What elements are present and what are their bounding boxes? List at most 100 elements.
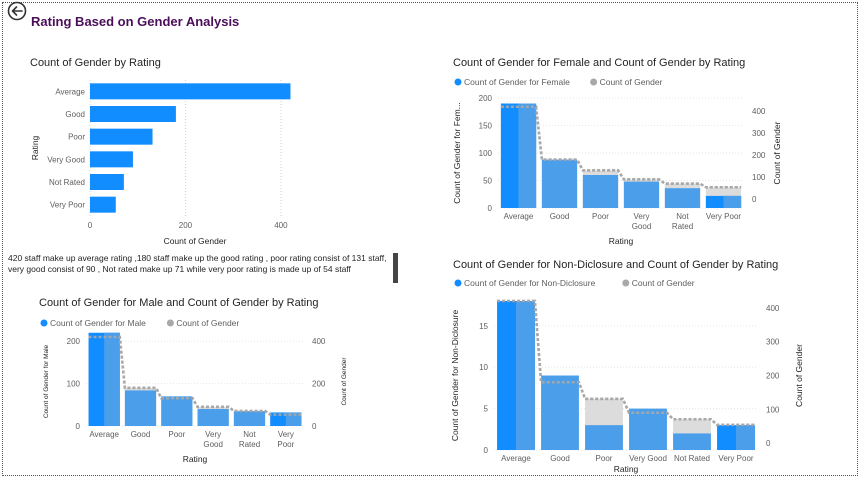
- bar-shade: [723, 195, 742, 208]
- back-arrow-icon[interactable]: [7, 1, 27, 21]
- x-axis-label: Rating: [609, 236, 634, 246]
- summary-text: 420 staff make up average rating ,180 st…: [8, 253, 387, 274]
- x-tick-label: Average: [501, 454, 531, 463]
- y2-tick-label: 0: [312, 422, 317, 431]
- y-tick-label: Good: [65, 110, 85, 119]
- x-tick-label: Very: [278, 430, 294, 439]
- y-tick-label: 150: [479, 122, 493, 131]
- y2-tick-label: 100: [752, 173, 766, 182]
- x-tick-label: Not: [243, 430, 256, 439]
- bar-poor: [582, 175, 619, 208]
- legend-marker: [454, 279, 462, 287]
- legend-entry: Count of Gender for Non-Diclosure: [464, 278, 596, 288]
- bar-shade: [516, 301, 535, 450]
- y2-tick-label: 300: [766, 338, 780, 347]
- chart-gender-by-rating[interactable]: Count of Gender by Rating 0 200 400 Average G…: [22, 52, 312, 252]
- x-tick-label: Very: [205, 430, 221, 439]
- series-line-overlay: [497, 299, 755, 427]
- y2-axis-label: Count of Gender: [794, 344, 804, 407]
- y2-axis-label: Count of Gender: [341, 357, 348, 406]
- bar-very-good: [623, 181, 660, 208]
- bar-very-good: [197, 409, 229, 426]
- x-tick-label: Very Good: [629, 454, 667, 463]
- y-axis-label: Count of Gender for Male: [43, 344, 50, 418]
- legend-marker: [622, 279, 630, 287]
- x-tick-label: Average: [89, 430, 119, 439]
- legend-entry: Count of Gender: [632, 278, 695, 288]
- y-tick-label: Very Good: [47, 155, 85, 164]
- y-tick-label: 15: [479, 322, 488, 331]
- bar-good: [541, 159, 578, 208]
- x-tick-label: Poor: [592, 212, 609, 221]
- bar-not-rated: [673, 433, 711, 450]
- x-axis-label: Rating: [183, 454, 208, 464]
- y-axis-label: Count of Gender for Fem...: [452, 102, 462, 204]
- x-tick-label: Poor: [168, 430, 185, 439]
- chart-male-by-rating[interactable]: Count of Gender for Male and Count of Ge…: [36, 292, 366, 467]
- y2-tick-label: 200: [312, 380, 326, 389]
- x-tick-label: Very: [633, 212, 649, 221]
- legend-entry: Count of Gender for Female: [464, 77, 570, 87]
- x-axis-label: Count of Gender: [164, 236, 227, 246]
- bar-shade: [736, 425, 755, 450]
- legend-marker: [454, 78, 462, 86]
- x-tick-label: 200: [179, 221, 193, 230]
- bar-shade: [518, 103, 537, 208]
- x-tick-label: Poor: [596, 454, 613, 463]
- bar-very-good: [629, 408, 667, 450]
- bar-poor: [585, 425, 623, 450]
- y2-tick-label: 300: [752, 129, 766, 138]
- bar-average: [90, 83, 291, 100]
- y-tick-label: 100: [479, 149, 493, 158]
- y-axis-label: Count of Gender for Non-Diclosure: [450, 310, 460, 442]
- y-tick-label: 50: [483, 177, 492, 186]
- bar-not-rated: [664, 188, 701, 208]
- y2-tick-label: 200: [752, 151, 766, 160]
- x-tick-label: Not Rated: [674, 454, 710, 463]
- legend-marker: [590, 78, 598, 86]
- bar-very-poor: [90, 196, 116, 213]
- bar-poor: [90, 128, 153, 145]
- y2-tick-label: 100: [766, 405, 780, 414]
- x-tick-label: Good: [131, 430, 151, 439]
- x-tick-label: Good: [550, 454, 570, 463]
- x-tick-label: Very Poor: [718, 454, 753, 463]
- legend-entry: Count of Gender for Male: [50, 318, 146, 328]
- bar-not-rated: [90, 174, 124, 190]
- x-tick-label: Rated: [672, 222, 693, 231]
- chart-title: Count of Gender for Male and Count of Ge…: [39, 297, 318, 309]
- x-tick-label: Good: [550, 212, 570, 221]
- y2-tick-label: 0: [752, 195, 757, 204]
- x-tick-label: 0: [88, 221, 93, 230]
- y-tick-label: Very Poor: [50, 201, 85, 210]
- y2-tick-label: 0: [766, 439, 771, 448]
- y-tick-label: 10: [479, 363, 488, 372]
- y-axis-label: Rating: [30, 135, 40, 160]
- series-line-overlay: [500, 105, 742, 189]
- bar-good: [124, 390, 157, 426]
- chart-female-by-rating[interactable]: Count of Gender for Female and Count of …: [450, 52, 800, 252]
- bar-shade: [104, 332, 120, 426]
- legend-entry: Count of Gender: [176, 318, 239, 328]
- bar-very-good: [90, 151, 133, 168]
- y-tick-label: 200: [479, 94, 493, 103]
- legend-marker: [166, 319, 174, 327]
- y-tick-label: 0: [484, 446, 489, 455]
- y-tick-label: Poor: [68, 133, 85, 142]
- x-tick-label: Good: [632, 222, 652, 231]
- chart-nondisclosure-by-rating[interactable]: Count of Gender for Non-Diclosure and Co…: [450, 254, 804, 479]
- x-tick-label: Poor: [277, 440, 294, 449]
- bar-good: [90, 106, 176, 122]
- x-tick-label: 400: [274, 221, 288, 230]
- y-tick-label: 0: [488, 204, 493, 213]
- x-tick-label: Good: [203, 440, 223, 449]
- y-tick-label: 5: [484, 405, 489, 414]
- y-tick-label: 0: [76, 422, 81, 431]
- x-tick-label: Rated: [239, 440, 260, 449]
- x-tick-label: Very Poor: [706, 212, 741, 221]
- bar-not-rated: [233, 411, 266, 426]
- x-tick-label: Not: [676, 212, 689, 221]
- y-tick-label: 200: [67, 337, 81, 346]
- scroll-indicator[interactable]: [393, 253, 398, 283]
